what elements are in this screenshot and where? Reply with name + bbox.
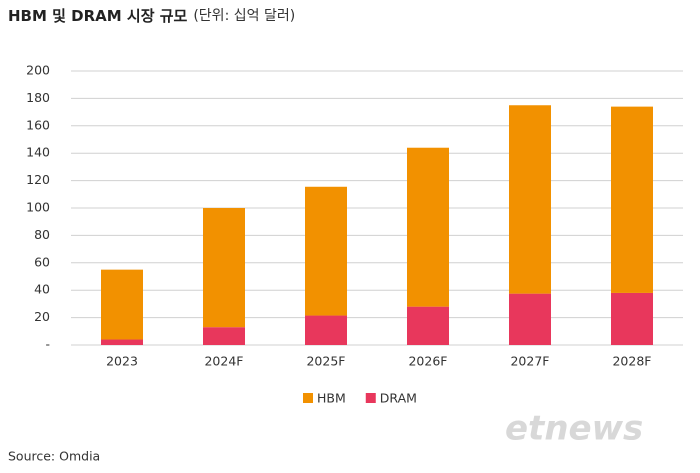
y-tick-label: 200	[26, 63, 50, 78]
x-tick-label: 2025F	[306, 354, 345, 369]
x-tick-label: 2027F	[510, 354, 549, 369]
legend-label: DRAM	[380, 391, 417, 406]
y-tick-label: 60	[34, 254, 50, 269]
x-tick-label: 2024F	[204, 354, 243, 369]
y-tick-label: 120	[26, 172, 50, 187]
bar-segment	[611, 106, 653, 293]
y-tick-label: 80	[34, 227, 50, 242]
bar-segment	[101, 269, 143, 340]
chart-title: HBM 및 DRAM 시장 규모 (단위: 십억 달러)	[8, 7, 295, 25]
bar-segment	[509, 293, 551, 345]
y-tick-label: 180	[26, 90, 50, 105]
bar-segment	[203, 208, 245, 328]
bar-segment	[203, 327, 245, 345]
x-tick-label: 2028F	[612, 354, 651, 369]
y-tick-label: 40	[34, 282, 50, 297]
subtitle: (단위: 십억 달러)	[193, 8, 295, 24]
title: HBM 및 DRAM 시장 규모	[8, 7, 188, 25]
legend-swatch	[303, 393, 313, 403]
legend-label: HBM	[317, 391, 346, 406]
bar-segment	[305, 186, 347, 316]
y-tick-label: 140	[26, 145, 50, 160]
bar-segment	[407, 306, 449, 345]
y-tick-label: 20	[34, 309, 50, 324]
bar-segment	[101, 339, 143, 345]
watermark: etnews	[505, 409, 643, 449]
bar-segment	[305, 315, 347, 345]
bar-segment	[509, 105, 551, 294]
y-tick-label: -	[45, 337, 50, 352]
y-tick-label: 100	[26, 200, 50, 215]
x-tick-label: 2026F	[408, 354, 447, 369]
source: Source: Omdia	[8, 449, 100, 464]
y-tick-label: 160	[26, 117, 50, 132]
legend-swatch	[365, 393, 376, 403]
x-tick-label: 2023	[106, 354, 138, 369]
bar-segment	[611, 292, 653, 345]
bar-segment	[407, 147, 449, 307]
